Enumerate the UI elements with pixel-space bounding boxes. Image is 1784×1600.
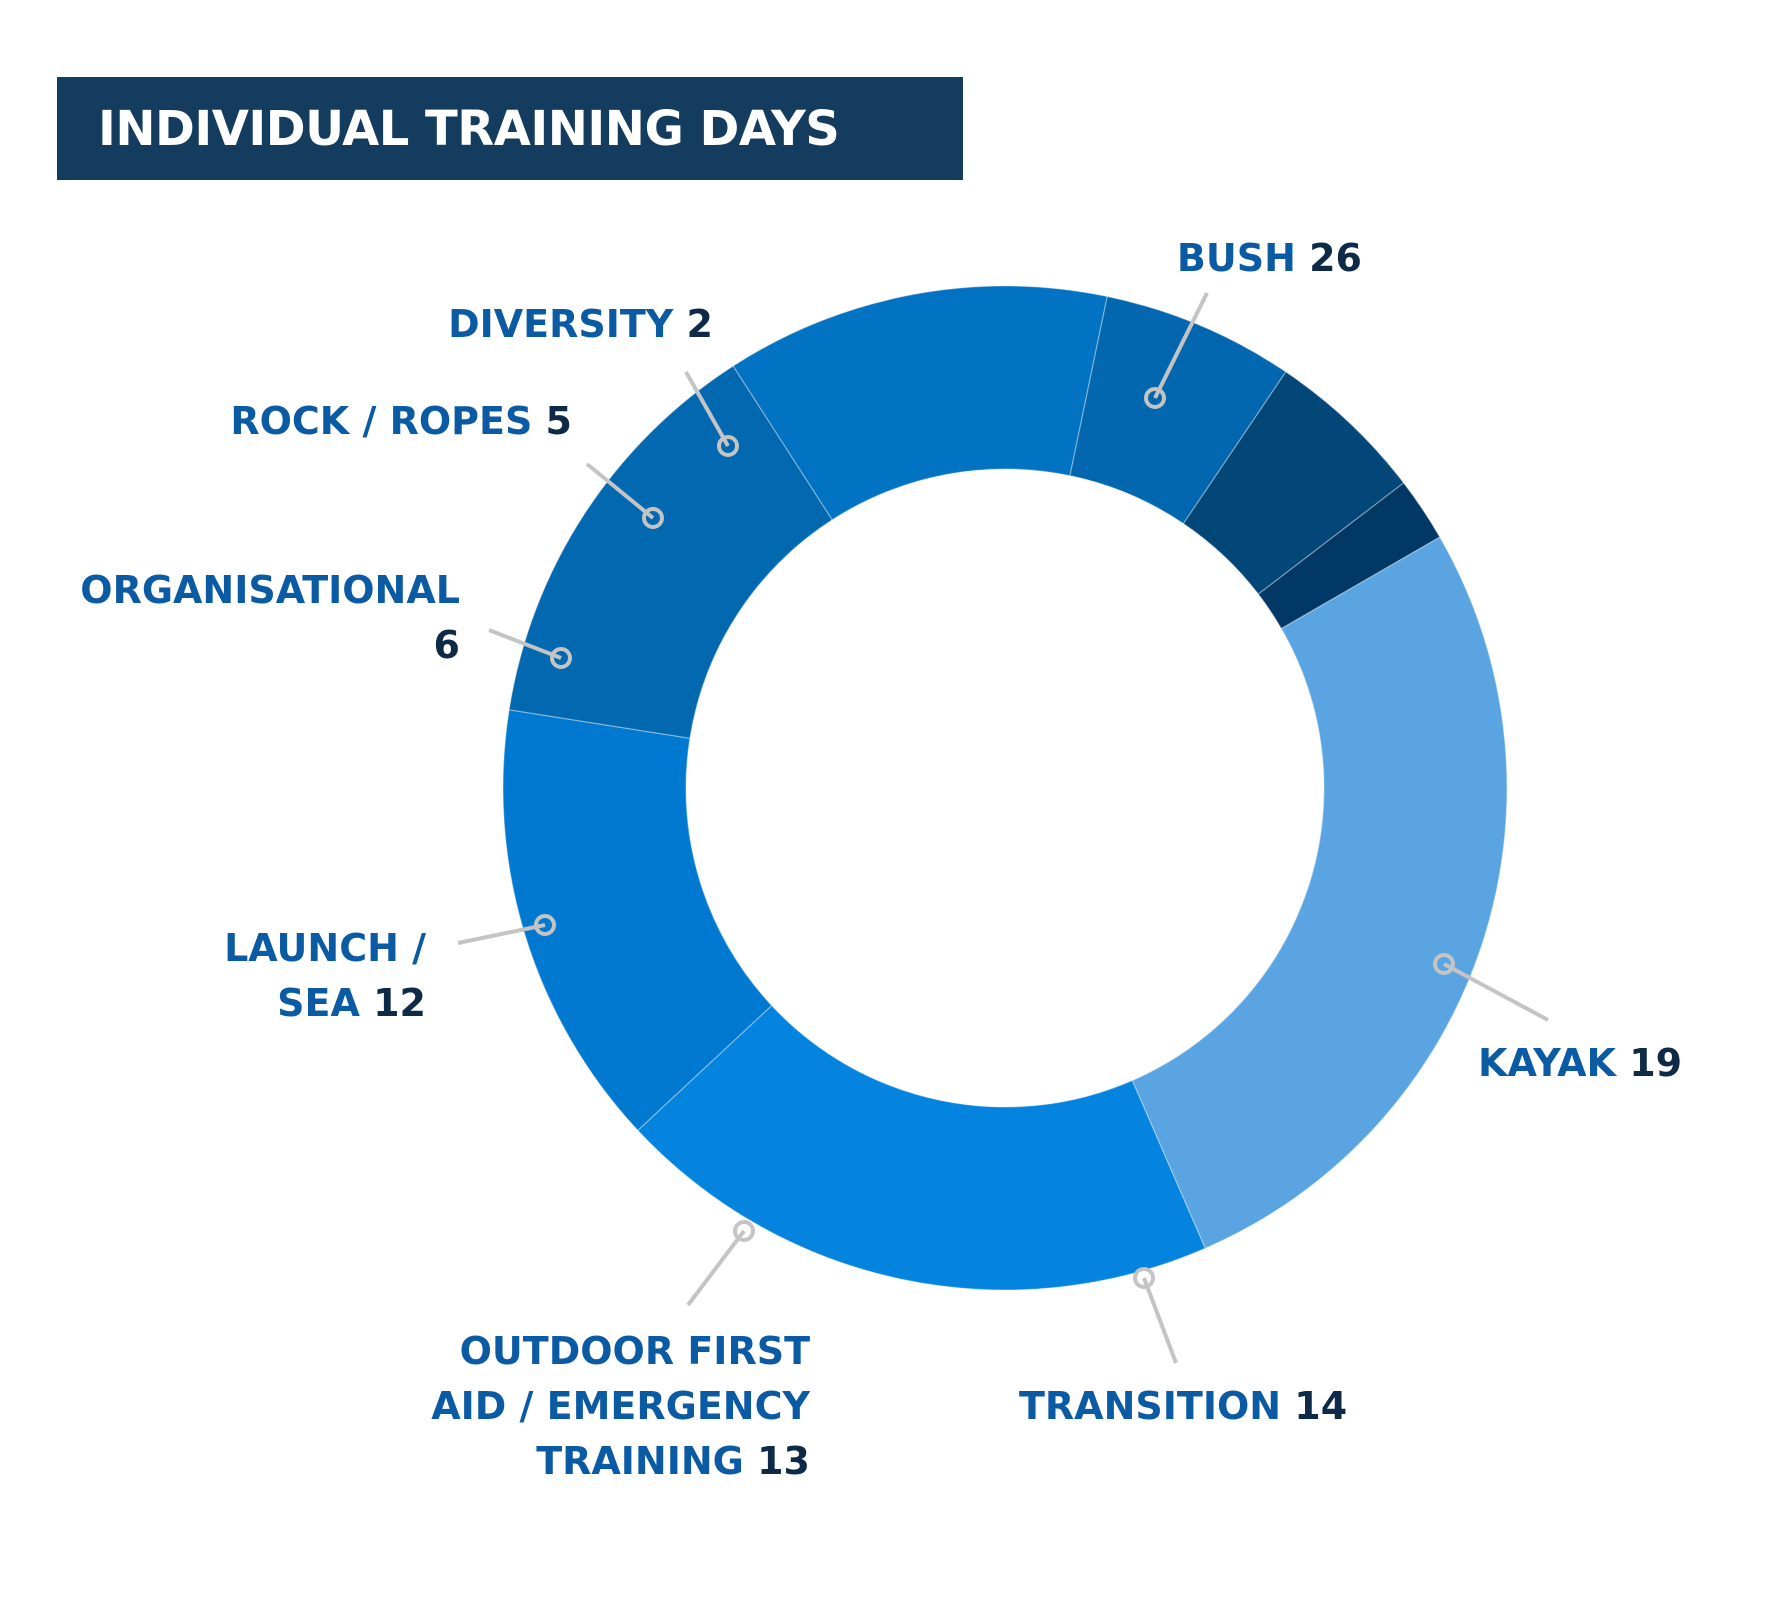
chart-title: INDIVIDUAL TRAINING DAYS [98,100,840,157]
label-organisational-line-1: ORGANISATIONAL [80,568,460,612]
label-organisational-name: ORGANISATIONAL [80,568,460,612]
label-launch-sea-line-2: SEA 12 [277,981,426,1025]
leader-dot-outdoor-first-aid-emergency-training [733,1220,755,1242]
leader-lines [457,292,1549,1364]
label-launch-sea-value: 12 [373,981,426,1025]
label-rock-ropes-name: ROCK / ROPES [230,399,545,443]
slice-transition [502,709,773,1132]
label-outdoor-first-aid-emergency-training-name: TRAINING [536,1439,757,1483]
chart-title-box: INDIVIDUAL TRAINING DAYS [57,77,963,180]
leader-line-rock-ropes [585,462,655,520]
label-transition-name: TRANSITION [1019,1384,1294,1428]
slice-rock-ropes [1182,371,1405,595]
label-bush-name: BUSH [1177,236,1309,280]
label-outdoor-first-aid-emergency-training-line-1: OUTDOOR FIRST [460,1329,810,1373]
label-outdoor-first-aid-emergency-training-name: AID / EMERGENCY [431,1384,810,1428]
slice-outdoor-first-aid-emergency-training [508,365,834,739]
label-diversity-name: DIVERSITY [448,302,686,346]
label-organisational-value: 6 [434,623,460,667]
label-outdoor-first-aid-emergency-training-line-2: AID / EMERGENCY [431,1384,810,1428]
slice-diversity [1257,482,1441,630]
label-outdoor-first-aid-emergency-training-line-3: TRAINING 13 [536,1439,810,1483]
label-launch-sea-name: SEA [277,981,373,1025]
leader-line-organisational [488,628,562,660]
label-outdoor-first-aid-emergency-training-value: 13 [757,1439,810,1483]
leader-line-diversity [684,371,730,447]
label-diversity-value: 2 [687,302,713,346]
label-rock-ropes-line-1: ROCK / ROPES 5 [230,399,572,443]
label-bush-value: 26 [1309,236,1362,280]
leader-dot-rock-ropes [642,507,664,529]
slice-bush [1131,536,1508,1250]
donut-slices [502,285,1508,1291]
label-transition-line-1: TRANSITION 14 [1019,1384,1347,1428]
label-kayak-name: KAYAK [1478,1041,1629,1085]
label-organisational-line-2: 6 [434,623,460,667]
label-outdoor-first-aid-emergency-training-name: OUTDOOR FIRST [460,1329,810,1373]
label-launch-sea-name: LAUNCH / [224,926,426,970]
leader-dot-kayak [1433,953,1455,975]
label-transition-value: 14 [1294,1384,1347,1428]
slice-kayak [636,1004,1206,1291]
leader-dot-transition [1133,1267,1155,1289]
label-kayak-value: 19 [1629,1041,1682,1085]
leader-dot-bush [1144,387,1166,409]
label-kayak-line-1: KAYAK 19 [1478,1041,1682,1085]
leader-dot-diversity [717,435,739,457]
leader-line-transition [1142,1277,1178,1364]
label-diversity-line-1: DIVERSITY 2 [448,302,713,346]
leader-line-launch-sea [457,923,546,945]
slice-launch-sea [732,285,1108,521]
label-rock-ropes-value: 5 [546,399,572,443]
label-bush-line-1: BUSH 26 [1177,236,1362,280]
leader-dot-launch-sea [534,914,556,936]
leader-line-outdoor-first-aid-emergency-training [686,1229,746,1307]
leader-line-bush [1153,292,1209,399]
leader-dot-organisational [550,647,572,669]
slice-organisational [1069,295,1287,525]
label-launch-sea-line-1: LAUNCH / [224,926,426,970]
leader-line-kayak [1443,962,1549,1022]
